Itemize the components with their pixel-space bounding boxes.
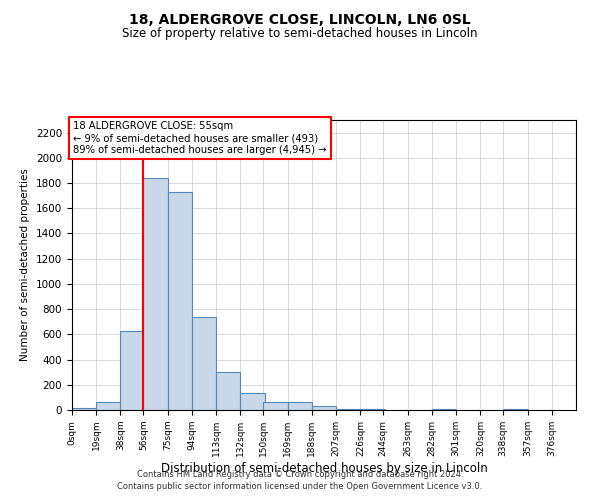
Bar	[96, 402, 121, 410]
Bar	[216, 372, 241, 410]
Bar	[361, 408, 385, 410]
Bar	[241, 393, 265, 410]
Text: Contains HM Land Registry data © Crown copyright and database right 2024.: Contains HM Land Registry data © Crown c…	[137, 470, 463, 479]
Text: Contains public sector information licensed under the Open Government Licence v3: Contains public sector information licen…	[118, 482, 482, 491]
Bar	[312, 406, 336, 410]
Bar	[263, 402, 287, 410]
Bar	[121, 330, 145, 410]
Bar	[192, 316, 216, 410]
Bar	[143, 178, 167, 410]
Text: Size of property relative to semi-detached houses in Lincoln: Size of property relative to semi-detach…	[122, 28, 478, 40]
X-axis label: Distribution of semi-detached houses by size in Lincoln: Distribution of semi-detached houses by …	[161, 462, 487, 474]
Bar	[287, 402, 312, 410]
Text: 18, ALDERGROVE CLOSE, LINCOLN, LN6 0SL: 18, ALDERGROVE CLOSE, LINCOLN, LN6 0SL	[129, 12, 471, 26]
Y-axis label: Number of semi-detached properties: Number of semi-detached properties	[20, 168, 31, 362]
Text: 18 ALDERGROVE CLOSE: 55sqm
← 9% of semi-detached houses are smaller (493)
89% of: 18 ALDERGROVE CLOSE: 55sqm ← 9% of semi-…	[73, 122, 327, 154]
Bar	[167, 192, 192, 410]
Bar	[72, 408, 96, 410]
